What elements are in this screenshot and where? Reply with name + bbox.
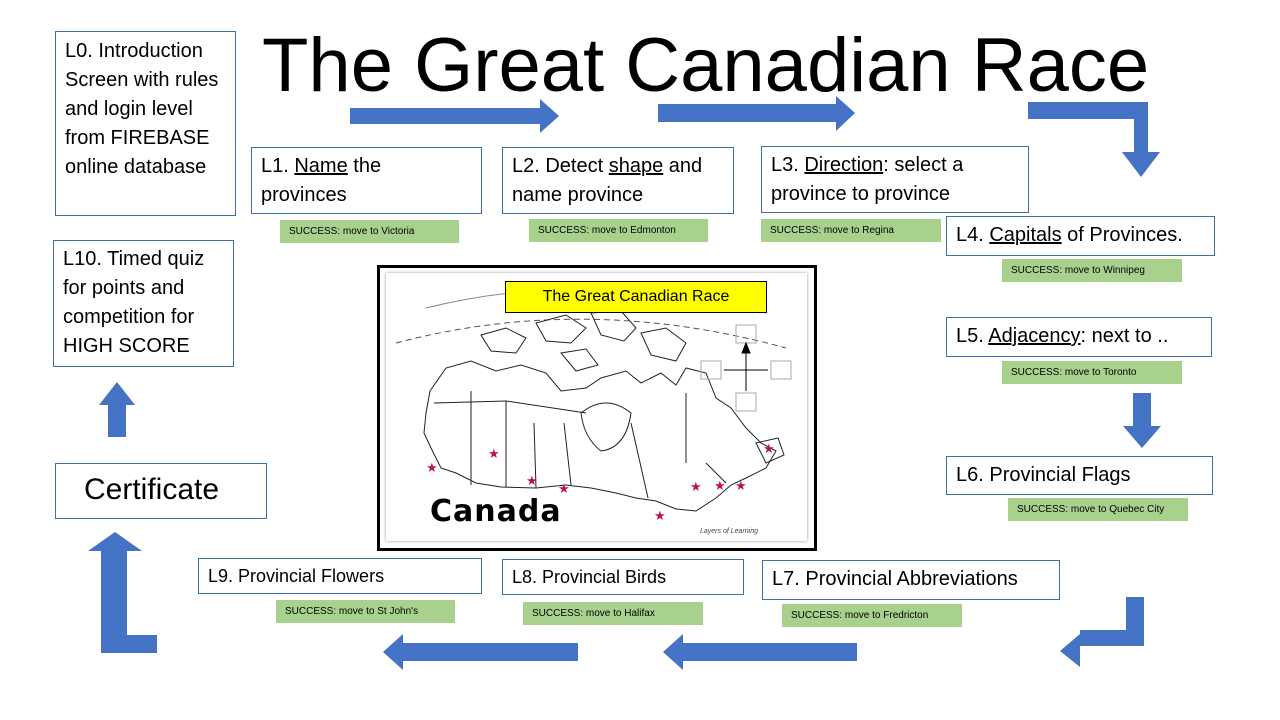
level-7-text: L7. Provincial Abbreviations bbox=[772, 568, 1018, 590]
level-1-box: L1. Name the provinces bbox=[251, 147, 482, 214]
level-4-prefix: L4. bbox=[956, 224, 990, 246]
level-5-key: Adjacency bbox=[988, 325, 1081, 347]
level-4-rest: of Provinces. bbox=[1061, 224, 1183, 246]
arrow-curve-left bbox=[1060, 597, 1144, 667]
level-9-text: L9. Provincial Flowers bbox=[208, 566, 385, 586]
level-5-box: L5. Adjacency: next to .. bbox=[946, 317, 1212, 357]
level-2-box: L2. Detect shape and name province bbox=[502, 147, 734, 214]
level-10-text: L10. Timed quiz for points and competiti… bbox=[63, 248, 205, 357]
success-l7: SUCCESS: move to Fredricton bbox=[782, 604, 962, 627]
level-1-rest: the provinces bbox=[261, 155, 382, 206]
level-4-box: L4. Capitals of Provinces. bbox=[946, 216, 1215, 256]
level-5-rest: : next to .. bbox=[1080, 325, 1169, 347]
star-fredericton-icon: ★ bbox=[714, 479, 726, 494]
map-credit: Layers of Learning bbox=[700, 528, 758, 535]
star-quebec-icon: ★ bbox=[690, 480, 702, 495]
level-9-box: L9. Provincial Flowers bbox=[198, 558, 482, 594]
level-0-text: L0. Introduction Screen with rules and l… bbox=[65, 40, 219, 178]
star-winnipeg-icon: ★ bbox=[558, 482, 570, 497]
arrow-curve-down bbox=[1028, 102, 1160, 177]
compass-icon bbox=[700, 324, 792, 412]
level-3-key: Direction bbox=[804, 154, 884, 176]
level-5-prefix: L5. bbox=[956, 325, 989, 347]
success-l6: SUCCESS: move to Quebec City bbox=[1008, 498, 1188, 521]
star-stjohns-icon: ★ bbox=[763, 442, 775, 457]
level-4-key: Capitals bbox=[989, 224, 1062, 246]
level-10-box: L10. Timed quiz for points and competiti… bbox=[53, 240, 234, 367]
arrow-left-1 bbox=[663, 634, 857, 670]
level-2-key: shape bbox=[608, 155, 664, 177]
success-l2: SUCCESS: move to Edmonton bbox=[529, 219, 708, 242]
level-7-box: L7. Provincial Abbreviations bbox=[762, 560, 1060, 600]
level-6-box: L6. Provincial Flags bbox=[946, 456, 1213, 495]
level-3-rest: : select a province to province bbox=[771, 154, 964, 205]
arrow-right-2 bbox=[658, 96, 855, 131]
level-0-box: L0. Introduction Screen with rules and l… bbox=[55, 31, 236, 216]
star-halifax-icon: ★ bbox=[735, 479, 747, 494]
star-regina-icon: ★ bbox=[526, 474, 538, 489]
success-l8: SUCCESS: move to Halifax bbox=[523, 602, 703, 625]
level-1-prefix: L1. bbox=[261, 155, 295, 177]
map-country-label: Canada bbox=[430, 494, 562, 529]
level-2-rest: and name province bbox=[512, 155, 703, 206]
page-title: The Great Canadian Race bbox=[262, 23, 1150, 108]
star-toronto-icon: ★ bbox=[654, 509, 666, 524]
certificate-box: Certificate bbox=[55, 463, 267, 519]
level-8-box: L8. Provincial Birds bbox=[502, 559, 744, 595]
level-8-text: L8. Provincial Birds bbox=[512, 567, 667, 587]
success-l3: SUCCESS: move to Regina bbox=[761, 219, 941, 242]
map-panel bbox=[386, 273, 807, 541]
level-6-text: L6. Provincial Flags bbox=[956, 464, 1131, 486]
certificate-text: Certificate bbox=[84, 473, 220, 506]
level-3-box: L3. Direction: select a province to prov… bbox=[761, 146, 1029, 213]
success-l4: SUCCESS: move to Winnipeg bbox=[1002, 259, 1182, 282]
success-l5: SUCCESS: move to Toronto bbox=[1002, 361, 1182, 384]
arrow-up bbox=[99, 382, 135, 437]
arrow-right-1 bbox=[350, 99, 559, 133]
level-2-prefix: L2. Detect bbox=[512, 155, 609, 177]
arrow-down bbox=[1123, 393, 1161, 448]
arrow-curve-up bbox=[88, 532, 157, 653]
arrow-left-2 bbox=[383, 634, 578, 670]
star-victoria-icon: ★ bbox=[426, 461, 438, 476]
success-l9: SUCCESS: move to St John's bbox=[276, 600, 455, 623]
star-edmonton-icon: ★ bbox=[488, 447, 500, 462]
success-l1: SUCCESS: move to Victoria bbox=[280, 220, 459, 243]
map-banner: The Great Canadian Race bbox=[505, 281, 767, 313]
level-1-key: Name bbox=[294, 155, 348, 177]
level-3-prefix: L3. bbox=[771, 154, 805, 176]
